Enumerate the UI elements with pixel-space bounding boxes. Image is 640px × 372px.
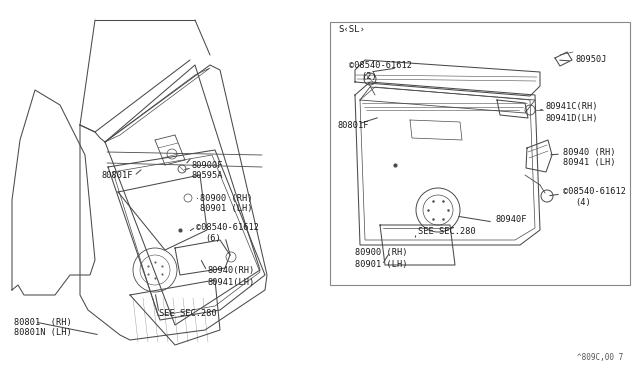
Text: 80801F: 80801F	[338, 121, 369, 129]
Text: 80801N (LH): 80801N (LH)	[14, 328, 72, 337]
Bar	[330, 22, 630, 285]
Text: 80940F: 80940F	[495, 215, 527, 224]
Text: 80941C(RH): 80941C(RH)	[546, 103, 598, 112]
Text: ^809C,00 7: ^809C,00 7	[577, 353, 623, 362]
Text: 80900 (RH): 80900 (RH)	[355, 248, 408, 257]
Text: 80900F: 80900F	[192, 160, 223, 170]
Text: (2): (2)	[361, 73, 377, 81]
Text: 80901 (LH): 80901 (LH)	[200, 205, 253, 214]
Text: (6): (6)	[205, 234, 221, 244]
Text: ©08540-61612: ©08540-61612	[196, 224, 259, 232]
Text: (4): (4)	[575, 199, 591, 208]
Text: 80595A: 80595A	[192, 171, 223, 180]
Text: 80941 (LH): 80941 (LH)	[563, 158, 616, 167]
Text: S‹SL›: S‹SL›	[338, 26, 365, 35]
Text: ©08540-61612: ©08540-61612	[349, 61, 412, 71]
Text: 80900 (RH): 80900 (RH)	[200, 193, 253, 202]
Text: SEE SEC.280: SEE SEC.280	[159, 308, 217, 317]
Text: SEE SEC.280: SEE SEC.280	[418, 227, 476, 235]
Text: 80940 (RH): 80940 (RH)	[563, 148, 616, 157]
Text: 80901 (LH): 80901 (LH)	[355, 260, 408, 269]
Text: 80801  (RH): 80801 (RH)	[14, 317, 72, 327]
Text: 80941D(LH): 80941D(LH)	[546, 113, 598, 122]
Text: ©08540-61612: ©08540-61612	[563, 187, 626, 196]
Text: 80941(LH): 80941(LH)	[207, 278, 254, 286]
Text: 80950J: 80950J	[575, 55, 607, 64]
Text: 80801F: 80801F	[102, 170, 133, 180]
Text: 80940(RH): 80940(RH)	[207, 266, 254, 276]
